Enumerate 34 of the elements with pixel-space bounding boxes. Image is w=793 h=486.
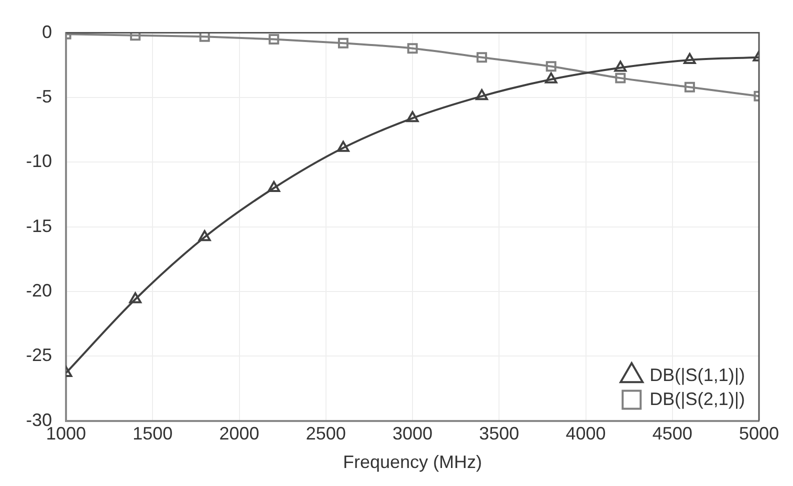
x-tick-label: 5000 (738, 424, 780, 444)
point (476, 89, 488, 100)
x-tick-label: 4500 (652, 424, 692, 444)
legend-label: DB(|S(1,1)|) (650, 364, 746, 385)
point (406, 111, 419, 122)
y-tick-label: -20 (26, 280, 52, 300)
point (476, 52, 488, 63)
point (615, 72, 626, 84)
x-tick-label: 2500 (306, 424, 346, 444)
point (338, 38, 348, 48)
y-tick-label: -5 (36, 86, 52, 106)
point (544, 72, 558, 84)
point (614, 60, 627, 72)
x-axis-title: Frequency (MHz) (342, 452, 482, 472)
point (268, 34, 280, 45)
y-tick-label: 0 (42, 22, 52, 42)
point (268, 181, 280, 192)
point (199, 32, 210, 42)
point (337, 140, 350, 152)
y-tick-label: -15 (26, 216, 52, 236)
legend-label: DB(|S(2,1)|) (650, 388, 746, 409)
point (407, 43, 418, 54)
point (129, 292, 142, 304)
x-tick-label: 2000 (219, 424, 260, 444)
y-tick-label: -25 (26, 345, 52, 366)
point (684, 82, 695, 92)
x-tick-label: 4000 (566, 424, 606, 444)
point (198, 230, 211, 242)
point (546, 61, 556, 72)
x-tick-label: 3500 (479, 424, 520, 444)
x-tick-label: 3000 (392, 424, 433, 444)
y-tick-label: -10 (26, 151, 52, 172)
point (684, 52, 696, 64)
x-tick-label: 1500 (132, 424, 173, 444)
